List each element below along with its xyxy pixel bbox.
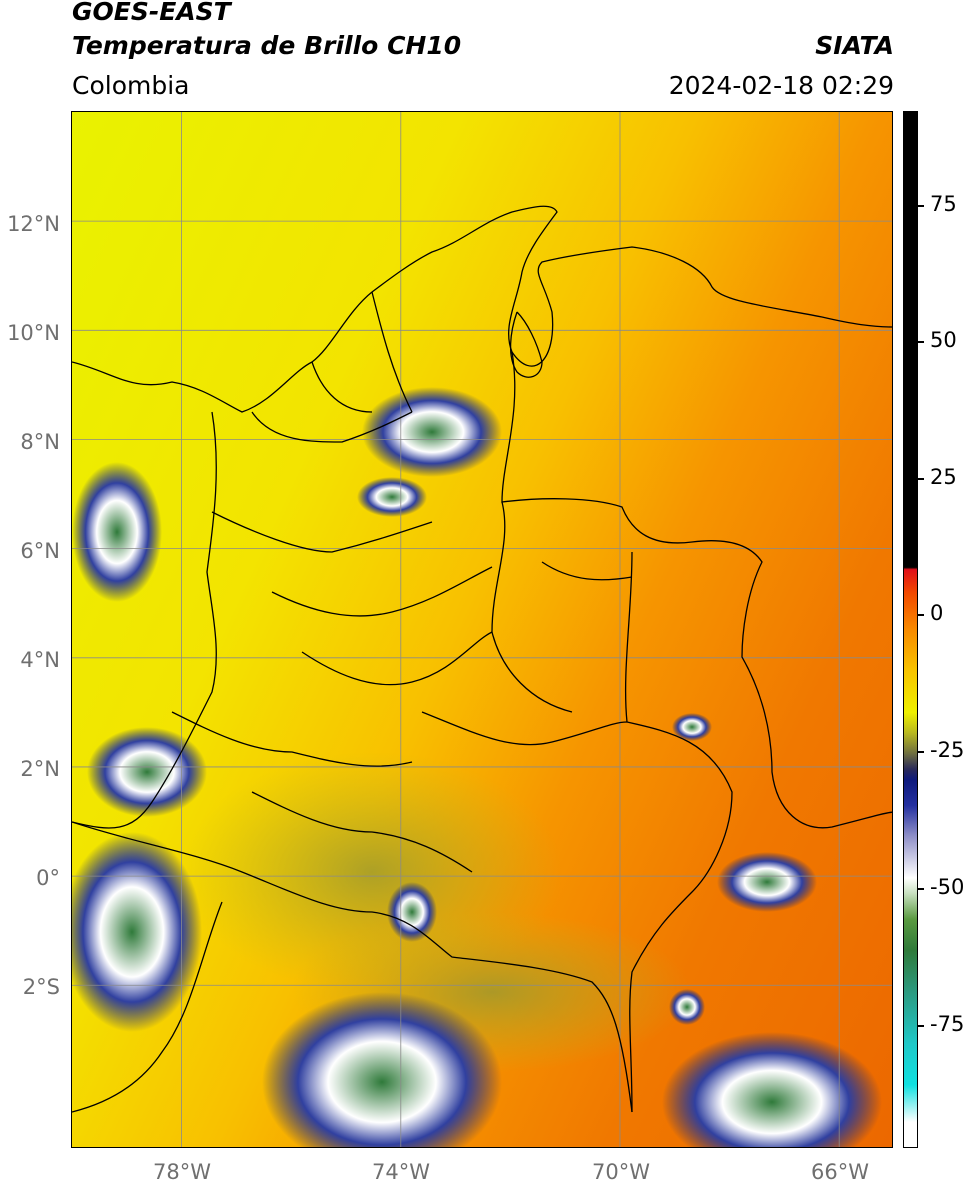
dept-east — [491, 501, 633, 713]
lake-maracaibo — [509, 311, 543, 378]
lat-tick-label: 0° — [36, 866, 60, 890]
colorbar-label: -50 — [930, 875, 965, 899]
lon-tick-label: 70°W — [592, 1160, 650, 1184]
lon-tick-label: 66°W — [811, 1160, 869, 1184]
colorbar-tick — [918, 888, 924, 890]
lat-tick-label: 2°S — [22, 975, 60, 999]
colorbar-label: 0 — [930, 601, 944, 625]
cloud-cold-small — [669, 989, 705, 1025]
lat-tick-label: 12°N — [7, 212, 60, 236]
caribbean-coast — [72, 205, 892, 413]
border-colombia-peru — [72, 821, 633, 1113]
colorbar-tick — [918, 614, 924, 616]
colorbar-tick — [918, 751, 924, 753]
dept-central — [211, 511, 493, 686]
colorbar-label: -75 — [930, 1012, 965, 1036]
border-ecuador-peru — [72, 901, 223, 1113]
dept-south — [171, 711, 628, 873]
border-colombia-venezuela — [501, 351, 892, 829]
title-satellite: GOES-EAST — [72, 0, 231, 26]
dept-north — [251, 291, 413, 443]
cloud-cold-santander — [362, 387, 502, 477]
colorbar-tick — [918, 478, 924, 480]
cloud-cold-guaviare — [672, 713, 712, 741]
cloud-cold-west — [72, 462, 162, 602]
colorbar-label: -25 — [930, 738, 965, 762]
gridlines — [72, 112, 892, 1147]
colorbar-tick — [918, 205, 924, 207]
pacific-coast — [72, 411, 217, 829]
map-panel — [71, 111, 893, 1148]
title-organization: SIATA — [815, 31, 894, 60]
lat-tick-label: 6°N — [20, 539, 60, 563]
lat-tick-label: 2°N — [20, 757, 60, 781]
cloud-cold-amazon — [262, 992, 502, 1147]
lat-tick-label: 10°N — [7, 321, 60, 345]
colorbar-label: 50 — [930, 328, 957, 352]
border-colombia-brazil — [624, 551, 733, 1113]
title-product: Temperatura de Brillo CH10 — [72, 31, 462, 60]
lon-tick-label: 74°W — [372, 1160, 430, 1184]
cloud-cold-pacific — [87, 727, 207, 817]
cloud-cold-sw — [72, 832, 202, 1032]
lat-tick-label: 8°N — [20, 430, 60, 454]
cloud-cold-antioquia — [357, 477, 427, 517]
title-region: Colombia — [72, 71, 190, 100]
colorbar-tick — [918, 1025, 924, 1027]
cloud-cold-se — [662, 1032, 882, 1147]
colorbar-label: 25 — [930, 465, 957, 489]
title-timestamp: 2024-02-18 02:29 — [668, 71, 894, 100]
colorbar-label: 75 — [930, 192, 957, 216]
cloud-cold-putumayo — [387, 882, 437, 942]
map-canvas — [72, 112, 892, 1147]
colorbar-tick — [918, 341, 924, 343]
lon-tick-label: 78°W — [153, 1160, 211, 1184]
lat-tick-label: 4°N — [20, 648, 60, 672]
cloud-cold-east — [717, 852, 817, 912]
colorbar — [903, 111, 918, 1148]
boundaries — [72, 205, 892, 1113]
